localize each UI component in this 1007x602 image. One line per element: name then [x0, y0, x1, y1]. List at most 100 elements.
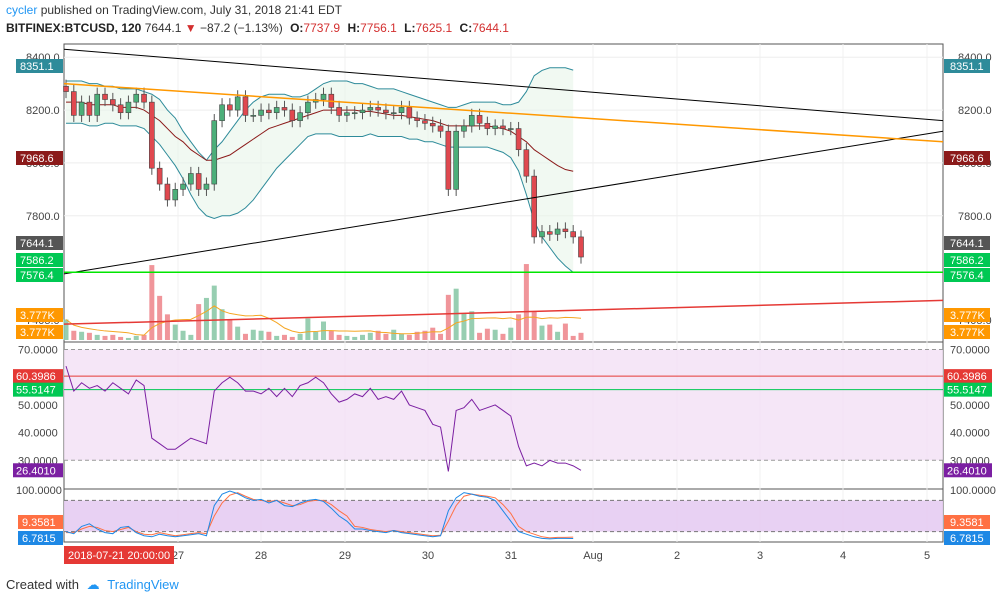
crosshair-date-label: 2018-07-21 20:00:00: [68, 550, 170, 562]
volume-bar: [453, 288, 459, 340]
x-tick-label: 3: [757, 550, 763, 562]
rsi-level-badge-left-label: 60.3986: [16, 371, 56, 383]
published-text: published on TradingView.com, July 31, 2…: [40, 3, 342, 17]
candle-body: [234, 96, 241, 111]
price-badge-right-label: 7968.6: [950, 153, 984, 165]
candle-body: [351, 112, 358, 115]
candle-body: [437, 125, 444, 132]
price-badge-left-label: 7968.6: [20, 153, 54, 165]
candle-body: [515, 128, 522, 151]
price-badge-right: [944, 253, 990, 267]
candle-body: [398, 107, 405, 114]
low-value: 7625.1: [415, 21, 453, 35]
volume-bar: [570, 335, 576, 340]
volume-bar: [352, 336, 358, 340]
candle-body: [94, 93, 101, 116]
volume-bar: [164, 314, 170, 340]
candle-body: [297, 112, 303, 121]
x-tick-label: 4: [840, 550, 846, 562]
volume-bar: [305, 318, 311, 340]
candle-body: [125, 101, 132, 114]
candle-body: [562, 228, 569, 232]
candle-body: [422, 120, 428, 124]
price-badge-left-label: 3.777K: [20, 310, 56, 322]
publish-line: cycler published on TradingView.com, Jul…: [6, 3, 342, 17]
volume-bar: [500, 333, 506, 340]
author-link[interactable]: cycler: [6, 3, 38, 17]
stoch-badge-left: [18, 531, 63, 545]
candle-body: [336, 107, 342, 116]
candle-body: [406, 107, 413, 119]
candle-body: [86, 101, 93, 116]
x-tick-label: Aug: [583, 550, 603, 562]
volume-bar: [477, 332, 483, 340]
volume-bar: [508, 327, 514, 340]
candle-body: [289, 109, 296, 121]
stoch-badge-right-label: 9.3581: [950, 517, 984, 529]
rsi-level-badge-left-label: 55.5147: [16, 385, 56, 397]
candle-body: [476, 115, 483, 124]
y-tick-label: 8200.0: [26, 105, 60, 117]
candle-body: [242, 96, 249, 116]
volume-bar: [274, 335, 280, 340]
rsi-line: [65, 366, 582, 472]
tradingview-cloud-icon: ☁: [86, 577, 100, 592]
price-badge-right: [944, 308, 990, 322]
volume-bar: [555, 331, 561, 340]
volume-bar: [125, 337, 131, 340]
rsi-level-badge-right-label: 55.5147: [947, 385, 987, 397]
volume-bar: [375, 330, 381, 340]
volume-bar: [461, 313, 467, 340]
volume-bar: [391, 329, 397, 340]
candle-body: [203, 183, 210, 190]
candle-body: [367, 107, 374, 111]
symbol-line: BITFINEX:BTCUSD, 120 7644.1 ▼ −87.2 (−1.…: [6, 21, 509, 35]
volume-bar: [203, 297, 209, 340]
volume-bar: [172, 324, 178, 340]
price-badge-left: [16, 308, 63, 322]
candle-body: [164, 183, 171, 201]
rsi-y-tick-label: 50.0000: [950, 400, 990, 412]
candle-body: [383, 109, 389, 114]
candle-body: [281, 107, 288, 111]
candle-body: [141, 93, 147, 103]
candle-body: [344, 112, 350, 116]
volume-bar: [258, 330, 264, 340]
bollinger-upper-line: [66, 67, 574, 162]
candle-body: [523, 149, 530, 177]
volume-bar: [188, 334, 194, 340]
candle-body: [266, 109, 272, 114]
candle-body: [461, 125, 467, 132]
open-label: O:: [290, 21, 304, 35]
volume-bar: [211, 285, 217, 340]
volume-bar: [133, 335, 139, 340]
candle-body: [429, 122, 436, 127]
candle-body: [453, 130, 459, 190]
candle-body: [414, 117, 420, 121]
volume-bar: [328, 330, 334, 340]
price-badge-right: [944, 236, 990, 250]
x-tick-label: 5: [924, 550, 930, 562]
price-badge-left: [16, 236, 63, 250]
price-badge-right-label: 7644.1: [950, 238, 984, 250]
candle-body: [78, 101, 85, 116]
candle-body: [570, 231, 576, 238]
volume-bar: [94, 334, 100, 340]
high-value: 7756.1: [360, 21, 397, 35]
candle-body: [211, 120, 218, 185]
rsi-level-badge-right: [944, 382, 992, 397]
price-badge-right-label: 3.777K: [950, 327, 986, 339]
price-badge-left: [16, 268, 63, 282]
price-badge-left-label: 7586.2: [20, 255, 54, 267]
candle-body: [546, 231, 553, 235]
price-badge-right: [944, 151, 990, 165]
last-price: 7644.1: [144, 21, 182, 35]
rsi-last-badge-right-label: 26.4010: [947, 465, 987, 477]
tradingview-link[interactable]: TradingView: [107, 577, 179, 592]
bollinger-fill: [66, 67, 574, 273]
x-tick-label: 28: [255, 550, 267, 562]
volume-bar: [219, 309, 225, 340]
price-badge-left-label: 3.777K: [20, 327, 56, 339]
rsi-level-badge-right-label: 60.3986: [947, 371, 987, 383]
